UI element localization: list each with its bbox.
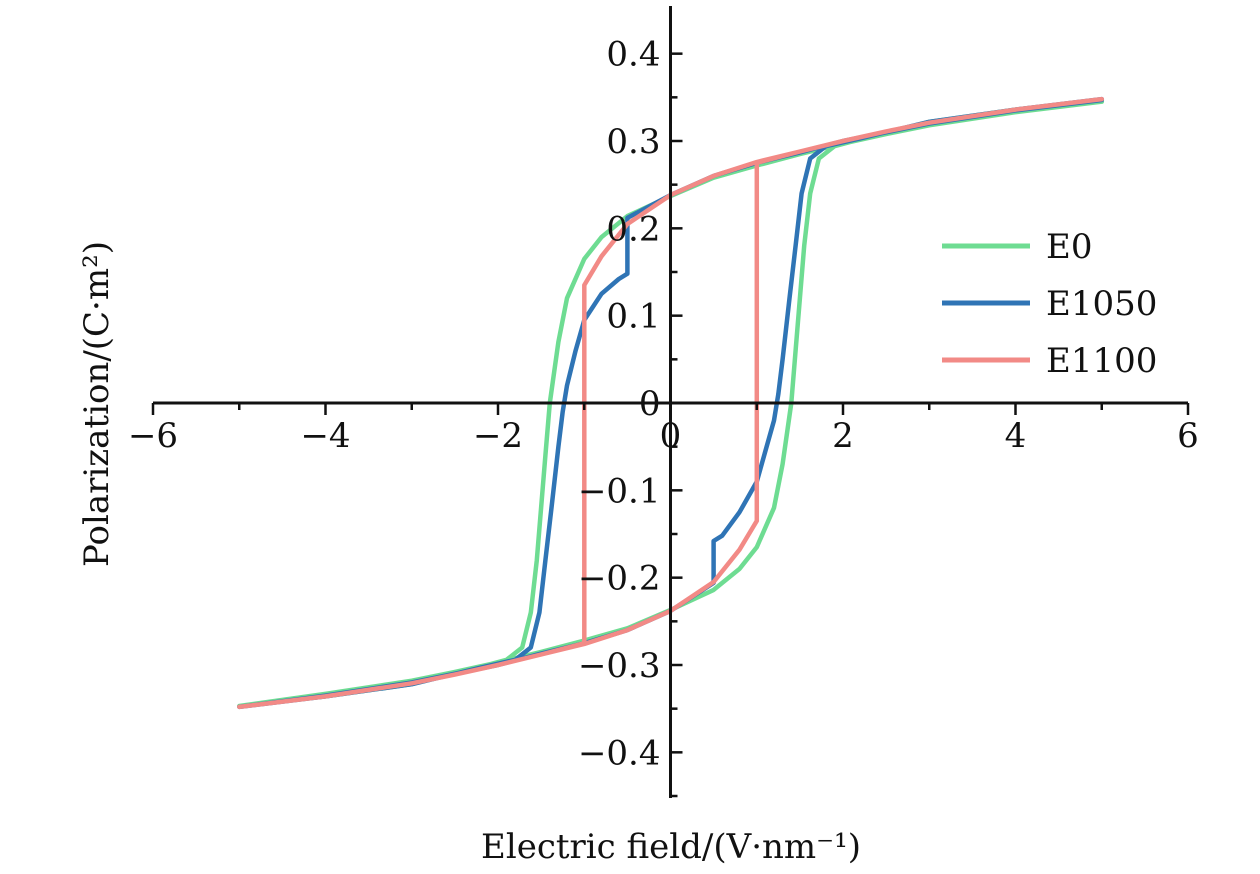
legend-item-e1050: E1050 [942,284,1157,324]
y-tick-label: −0.2 [578,559,661,599]
y-tick-label: 0.2 [606,209,660,249]
y-tick-label: −0.4 [578,733,661,773]
legend-item-e1100: E1100 [942,341,1157,381]
series-line-e1100 [237,96,1105,710]
axes-layer: −6 −4 −2 0 2 4 6 −0.4 −0.3 −0.2 −0.1 0 0.1 0.2 0.3 0.4 [128,6,1199,798]
legend: E0 E1050 E1100 [942,227,1157,381]
y-tick-label: 0.1 [606,297,660,337]
x-axis-title: Electric field/(V·nm⁻¹) [481,827,861,867]
legend-label: E0 [1046,227,1092,267]
y-tick-label: −0.3 [578,646,661,686]
y-tick-label: −0.1 [578,471,661,511]
y-axis-title: Polarization/(C·m²) [77,241,117,567]
legend-label: E1050 [1046,284,1157,324]
y-tick-label: 0.3 [606,122,660,162]
y-tick-label: 0.4 [606,35,660,75]
x-tick-label: 6 [1177,416,1199,456]
legend-label: E1100 [1046,341,1157,381]
x-tick-label: −2 [473,416,523,456]
legend-item-e0: E0 [942,227,1092,267]
x-tick-label: 4 [1005,416,1027,456]
x-tick-label: 2 [832,416,854,456]
y-tick-label: 0 [639,384,661,424]
x-tick-label: −6 [128,416,178,456]
x-tick-label: 0 [660,416,682,456]
x-tick-label: −4 [300,416,350,456]
